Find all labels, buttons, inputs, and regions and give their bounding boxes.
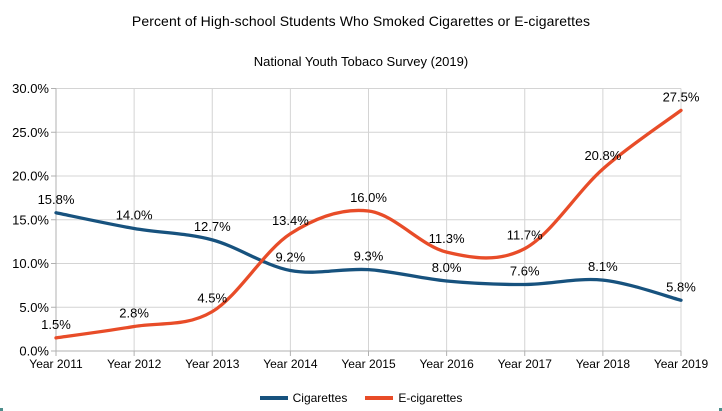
selection-handle-bottom-left: [0, 408, 3, 411]
data-label-cigarettes: 9.2%: [276, 250, 306, 265]
y-axis-tick-label: 15.0%: [12, 212, 49, 227]
legend-label-cigarettes: Cigarettes: [292, 391, 348, 405]
selection-handle-bottom-right: [719, 408, 722, 411]
data-label-cigarettes: 8.1%: [588, 259, 618, 274]
y-axis-tick-label: 30.0%: [12, 81, 49, 96]
data-label-cigarettes: 7.6%: [510, 264, 540, 279]
y-axis-tick-label: 20.0%: [12, 169, 49, 184]
legend-item-e-cigarettes: E-cigarettes: [365, 391, 462, 405]
chart-title: Percent of High-school Students Who Smok…: [131, 13, 591, 29]
data-label-e-cigarettes: 11.3%: [429, 231, 465, 246]
legend-label-e-cigarettes: E-cigarettes: [398, 391, 463, 405]
data-label-cigarettes: 14.0%: [116, 208, 153, 223]
x-axis-tick-label: Year 2011: [29, 357, 83, 371]
data-label-cigarettes: 12.7%: [194, 219, 231, 234]
x-axis-tick-label: Year 2015: [341, 357, 396, 371]
data-label-e-cigarettes: 1.5%: [41, 317, 71, 332]
data-label-e-cigarettes: 20.8%: [584, 148, 621, 163]
data-label-e-cigarettes: 13.4%: [272, 213, 309, 228]
series-line-e-cigarettes: [54, 108, 683, 340]
data-label-e-cigarettes: 2.8%: [119, 306, 149, 321]
data-label-e-cigarettes: 4.5%: [197, 291, 227, 306]
chart-subtitle: National Youth Tobaco Survey (2019): [253, 54, 469, 69]
y-axis-tick-label: 25.0%: [12, 125, 49, 140]
x-axis-tick-label: Year 2014: [263, 357, 318, 371]
y-axis-tick-label: 5.0%: [19, 300, 49, 315]
x-axis-tick-label: Year 2012: [107, 357, 162, 371]
y-axis-tick-label: 0.0%: [19, 344, 49, 359]
data-label-cigarettes: 15.8%: [38, 192, 75, 207]
data-label-e-cigarettes: 11.7%: [507, 228, 543, 243]
x-axis-tick-label: Year 2018: [576, 357, 631, 371]
legend: Cigarettes E-cigarettes: [0, 391, 722, 405]
y-axis-tick-label: 10.0%: [12, 256, 49, 271]
legend-item-cigarettes: Cigarettes: [259, 391, 348, 405]
series-line-cigarettes: [54, 211, 683, 302]
data-label-cigarettes: 8.0%: [432, 260, 462, 275]
x-axis-tick-label: Year 2019: [654, 357, 709, 371]
x-axis-tick-label: Year 2013: [185, 357, 240, 371]
legend-swatch-cigarettes: [259, 396, 288, 400]
legend-swatch-e-cigarettes: [365, 396, 394, 400]
x-axis-tick-label: Year 2017: [498, 357, 553, 371]
data-label-e-cigarettes: 16.0%: [350, 190, 387, 205]
x-axis-tick-label: Year 2016: [419, 357, 474, 371]
data-label-e-cigarettes: 27.5%: [663, 89, 700, 104]
data-label-cigarettes: 5.8%: [666, 279, 696, 294]
data-label-cigarettes: 9.3%: [354, 249, 384, 264]
